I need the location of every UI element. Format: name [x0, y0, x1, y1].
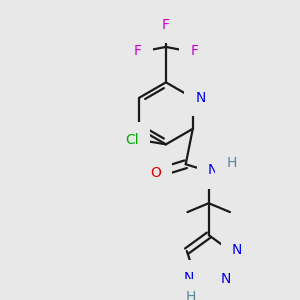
Text: F: F [190, 44, 198, 58]
Text: N: N [184, 271, 194, 285]
Text: H: H [186, 290, 196, 300]
Text: N: N [220, 272, 231, 286]
Text: F: F [162, 18, 170, 32]
Text: F: F [134, 44, 142, 58]
Text: H: H [226, 156, 237, 170]
Text: N: N [196, 91, 206, 105]
Text: O: O [150, 166, 161, 180]
Text: Cl: Cl [125, 133, 139, 147]
Text: N: N [232, 243, 242, 257]
Text: N: N [208, 164, 218, 178]
